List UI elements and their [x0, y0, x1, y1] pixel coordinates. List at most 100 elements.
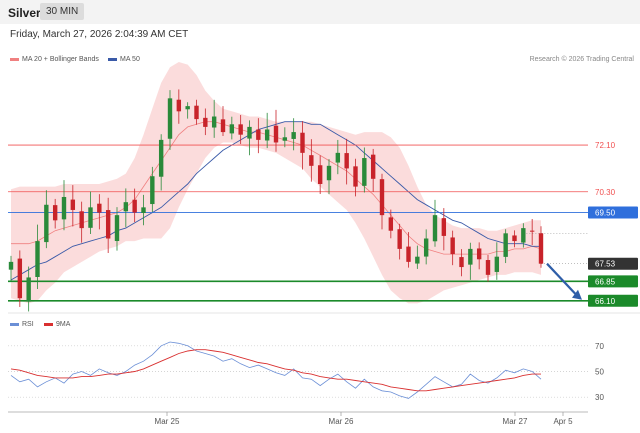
candle	[406, 232, 411, 268]
timeframe-button[interactable]: 30 MIN	[40, 3, 85, 20]
symbol-title: Silver	[8, 6, 41, 20]
candle	[264, 112, 270, 149]
candle-body	[97, 203, 102, 213]
candle	[282, 127, 288, 148]
candle	[238, 115, 243, 145]
legend-swatch-9ma	[44, 322, 53, 326]
candle-body	[415, 256, 420, 264]
candle	[247, 120, 252, 156]
candle	[158, 134, 164, 191]
candle	[114, 207, 120, 251]
candle-body	[441, 218, 447, 236]
x-tick-label: Mar 25	[155, 417, 180, 426]
price-tag-70.30: 70.30	[595, 188, 616, 197]
candle	[123, 188, 129, 228]
rsi-9ma-line	[10, 349, 541, 392]
candle-body	[141, 207, 146, 214]
candle	[423, 229, 429, 265]
candle	[17, 250, 23, 307]
candle-body	[512, 235, 517, 242]
price-tag-66.10: 66.10	[588, 294, 638, 307]
candle-body	[35, 241, 40, 277]
candle-body	[379, 179, 385, 216]
legend-label-9ma: 9MA	[56, 321, 71, 328]
candle-body	[335, 152, 341, 163]
candle	[203, 108, 208, 136]
candle-body	[273, 125, 279, 143]
candle-body	[317, 165, 323, 184]
candle	[388, 209, 394, 239]
price-tag-label: 72.10	[595, 141, 616, 150]
candle-body	[61, 196, 67, 220]
candle-body	[52, 205, 58, 221]
candle-body	[132, 199, 137, 213]
price-tag-66.85: 66.85	[588, 275, 638, 288]
candle-body	[521, 228, 526, 243]
candle	[105, 197, 111, 253]
price-tag-69.50: 69.50	[588, 206, 638, 219]
candle	[494, 242, 500, 280]
legend-label-ma50: MA 50	[120, 56, 140, 63]
price-tag-label: 70.30	[595, 188, 616, 197]
candle-body	[370, 154, 376, 179]
projection-arrow-line	[546, 262, 580, 299]
candle	[185, 102, 190, 119]
candle-body	[105, 210, 111, 239]
projection-arrow-head	[572, 289, 582, 300]
candle	[538, 226, 544, 268]
candle-body	[220, 119, 226, 133]
candle-body	[476, 248, 482, 260]
candle-body	[388, 217, 394, 231]
price-tag-label: 66.10	[595, 297, 616, 306]
legend-swatch-rsi	[10, 322, 19, 326]
candle	[512, 230, 517, 248]
x-tick-label: Mar 27	[503, 417, 528, 426]
candle	[229, 116, 235, 140]
candle	[26, 266, 31, 312]
candle-body	[406, 246, 411, 262]
rsi-line	[10, 341, 542, 399]
candle-body	[494, 256, 500, 272]
legend-item-9ma: 9MA	[44, 321, 70, 328]
candle	[317, 155, 323, 194]
candle	[397, 223, 402, 260]
candle	[97, 194, 102, 230]
candle-body	[185, 106, 190, 110]
legend-item-ma50: MA 50	[108, 56, 140, 63]
candle	[211, 99, 217, 138]
candle	[8, 255, 14, 281]
candle-body	[229, 124, 235, 134]
candle-body	[44, 204, 49, 243]
candle	[88, 191, 93, 235]
candle	[167, 90, 173, 150]
candle-body	[309, 155, 314, 166]
candle	[52, 198, 58, 229]
candle	[291, 118, 296, 151]
candle-body	[176, 99, 182, 112]
candle	[176, 89, 182, 124]
legend-item-ma20-bb: MA 20 + Bollinger Bands	[10, 56, 99, 63]
candle	[273, 109, 279, 152]
candle	[335, 139, 341, 175]
legend-swatch-ma50	[108, 57, 117, 61]
candle-body	[344, 153, 349, 169]
legend-label-ma20-bb: MA 20 + Bollinger Bands	[22, 56, 99, 63]
candle	[459, 249, 464, 277]
candle-body	[423, 238, 429, 257]
rsi-tick-label: 30	[595, 393, 604, 402]
x-tick-label: Apr 5	[553, 417, 573, 426]
candle	[79, 201, 84, 243]
candle	[300, 121, 305, 170]
candle-body	[485, 260, 491, 275]
price-tag-bg	[588, 294, 638, 307]
price-tag-72.10: 72.10	[595, 141, 616, 150]
candle-body	[353, 166, 358, 187]
candle-body	[362, 158, 367, 186]
candle	[353, 158, 358, 197]
candle-body	[17, 258, 23, 299]
candle	[44, 190, 49, 249]
legend-label-rsi: RSI	[22, 321, 34, 328]
candle-body	[503, 233, 508, 257]
candle-body	[88, 207, 93, 228]
